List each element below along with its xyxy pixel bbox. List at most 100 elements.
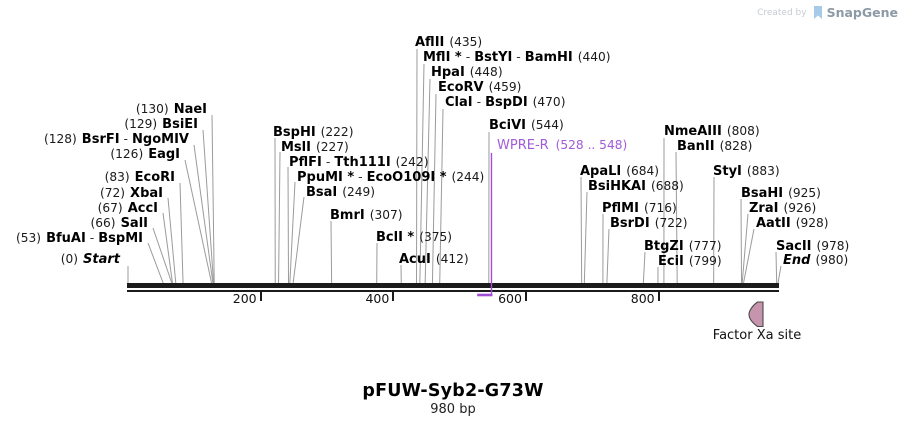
plasmid-length: 980 bp [430, 402, 476, 417]
site-position: (67) [97, 201, 123, 215]
site-position: (66) [90, 216, 116, 230]
site-label-nmeAIII[interactable]: NmeAIII (808) [664, 123, 760, 139]
site-position: (222) [320, 125, 354, 139]
enzyme-name: PpuMI * [297, 170, 355, 185]
site-label-sacII[interactable]: SacII (978) [776, 238, 849, 254]
site-label-bsaI[interactable]: BsaI (249) [306, 184, 375, 200]
site-label-claI[interactable]: ClaI - BspDI (470) [445, 94, 565, 109]
name-separator: - [354, 169, 367, 184]
connector-line-bsaHI [740, 198, 743, 284]
site-label-eagI[interactable]: (126) EagI [110, 146, 180, 162]
enzyme-name: ClaI [445, 95, 473, 110]
site-label-ppuMI[interactable]: PpuMI * - EcoO109I * (244) [297, 169, 484, 184]
site-label-mslI[interactable]: MslI (227) [281, 139, 349, 155]
connector-line-accI [162, 212, 173, 284]
enzyme-name: BsiHKAI [588, 179, 646, 194]
site-label-pflMI[interactable]: PflMI (716) [602, 200, 677, 216]
primer-range: (528 .. 548) [555, 138, 628, 152]
site-position: (544) [530, 118, 564, 132]
ruler-number-200: 200 [232, 291, 257, 306]
factor-xa-shape[interactable] [748, 301, 764, 328]
connector-line-eagI [184, 159, 213, 284]
enzyme-name: SacII [776, 239, 812, 254]
site-label-mflI[interactable]: MflI * - BstYI - BamHI (440) [423, 49, 611, 64]
enzyme-name: EcoRI [134, 170, 175, 185]
factor-xa-label[interactable]: Factor Xa site [712, 328, 802, 343]
enzyme-name: ZraI [749, 201, 779, 216]
site-label-salI[interactable]: (66) SalI [90, 215, 148, 231]
site-label-bmrI[interactable]: BmrI (307) [330, 207, 403, 223]
connector-line-salI [152, 227, 173, 284]
site-position: (448) [469, 65, 503, 79]
site-position: (242) [395, 155, 429, 169]
site-label-banII[interactable]: BanII (828) [677, 138, 752, 154]
connector-line-bsiHKAI [583, 191, 588, 284]
site-label-ecoRV[interactable]: EcoRV (459) [438, 79, 522, 95]
site-label-bsiHKAI[interactable]: BsiHKAI (688) [588, 178, 684, 194]
enzyme-name: EcoO109I * [366, 170, 447, 185]
site-label-eciI[interactable]: EciI (799) [658, 253, 722, 269]
site-label-bsrFI[interactable]: (128) BsrFI - NgoMIV [44, 131, 189, 146]
enzyme-name: BspMI [98, 231, 143, 246]
site-label-aatII[interactable]: AatII (928) [756, 215, 829, 231]
connector-line-xbaI [167, 197, 177, 284]
site-label-bspHI[interactable]: BspHI (222) [273, 124, 354, 140]
enzyme-name: BspDI [485, 95, 528, 110]
site-label-aflII[interactable]: AflII (435) [415, 34, 482, 50]
site-label-bciVI[interactable]: BciVI (544) [489, 117, 564, 133]
site-label-styI[interactable]: StyI (883) [713, 163, 780, 179]
site-label-ecoRI[interactable]: (83) EcoRI [105, 169, 175, 185]
ruler-tick-200 [259, 292, 262, 301]
site-position: (459) [488, 80, 522, 94]
name-separator: - [119, 131, 133, 146]
enzyme-name: BsrFI [81, 132, 120, 147]
site-position: (307) [369, 208, 403, 222]
enzyme-name: BmrI [330, 208, 365, 223]
connector-line-pflFI [287, 166, 290, 284]
connector-line-claI [439, 108, 444, 284]
sequence-line-main[interactable] [127, 283, 779, 288]
connector-line-ppuMI [289, 181, 296, 284]
site-label-end[interactable]: End (980) [783, 252, 849, 268]
site-label-zraI[interactable]: ZraI (926) [749, 200, 816, 216]
site-label-start[interactable]: (0) Start [61, 251, 120, 267]
snapgene-flag-shape [813, 6, 822, 19]
connector-line-banII [675, 151, 678, 284]
connector-line-bsrFI [193, 144, 214, 284]
site-label-bsiEI[interactable]: (129) BsiEI [124, 116, 198, 132]
site-position: (799) [688, 254, 722, 268]
enzyme-name: BsaHI [741, 186, 784, 201]
site-label-bclI[interactable]: BclI * (375) [376, 229, 452, 245]
site-label-bsrDI[interactable]: BsrDI (722) [610, 215, 687, 231]
site-label-acuI[interactable]: AcuI (412) [399, 251, 469, 267]
enzyme-name: AccI [127, 201, 158, 216]
site-label-xbaI[interactable]: (72) XbaI [100, 185, 163, 201]
site-label-accI[interactable]: (67) AccI [97, 200, 158, 216]
site-label-apaLI[interactable]: ApaLI (684) [580, 163, 659, 179]
site-label-naeI[interactable]: (130) NaeI [136, 101, 207, 117]
site-position: (928) [795, 216, 829, 230]
site-label-bfuA[interactable]: (53) BfuAI - BspMI [16, 230, 143, 245]
connector-line-aatII [743, 228, 755, 284]
site-position: (808) [726, 124, 760, 138]
site-label-bsaHI[interactable]: BsaHI (925) [741, 185, 821, 201]
connector-line-bsrDI [606, 228, 610, 284]
enzyme-name: BanII [677, 139, 715, 154]
connector-line-mslI [278, 151, 281, 284]
site-label-pflFI[interactable]: PflFI - Tth111I (242) [289, 154, 428, 169]
primer-label-wpre-r[interactable]: WPRE-R (528 .. 548) [497, 138, 628, 153]
factor-xa-arrow[interactable] [744, 299, 768, 331]
site-position: (126) [110, 147, 144, 161]
plasmid-title: pFUW-Syb2-G73W [362, 381, 544, 401]
site-position: (980) [815, 253, 849, 267]
name-separator: - [512, 49, 525, 64]
ruler-number-800: 800 [630, 291, 655, 306]
site-position: (470) [532, 95, 566, 109]
enzyme-name: BsrDI [610, 216, 650, 231]
site-label-btgZI[interactable]: BtgZI (777) [644, 238, 721, 254]
enzyme-name: BclI * [376, 230, 415, 245]
site-label-hpaI[interactable]: HpaI (448) [431, 64, 503, 80]
snapgene-watermark: Created by SnapGene [757, 2, 898, 20]
site-position: (412) [435, 252, 469, 266]
